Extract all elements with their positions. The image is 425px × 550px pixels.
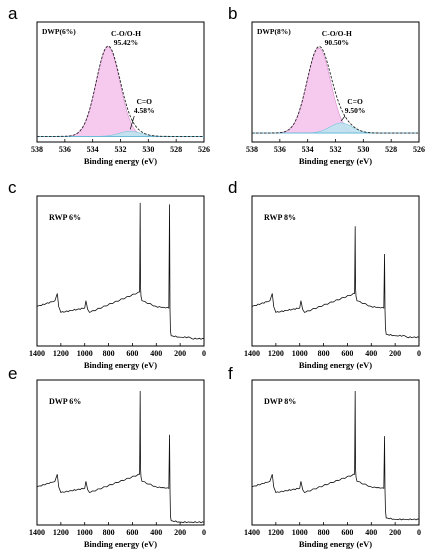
x-tick-label: 532: [115, 145, 127, 154]
x-tick-label: 600: [341, 528, 353, 537]
panel-letter-c: c: [8, 178, 17, 197]
x-tick-label: 0: [202, 528, 206, 537]
x-tick-label: 538: [246, 145, 258, 154]
x-axis-label: Binding energy (eV): [299, 360, 372, 370]
x-tick-label: 800: [318, 349, 330, 358]
x-tick-label: 200: [174, 349, 186, 358]
panel-letter-a: a: [8, 4, 18, 23]
peak-name-label: C-O/O-H: [322, 29, 352, 38]
x-tick-label: 534: [87, 145, 99, 154]
sample-label: RWP 6%: [49, 213, 81, 222]
x-axis-label: Binding energy (eV): [299, 539, 372, 549]
panel-letter-d: d: [228, 178, 238, 197]
x-tick-label: 528: [170, 145, 182, 154]
x-tick-label: 0: [417, 528, 421, 537]
annotation-leader-line: [340, 115, 346, 122]
x-tick-label: 1200: [268, 349, 284, 358]
x-tick-label: 1200: [268, 528, 284, 537]
x-tick-label: 600: [126, 528, 138, 537]
panel-letter-f: f: [228, 364, 233, 383]
survey-spectrum-line: [36, 202, 205, 340]
sample-label: DWP(6%): [42, 27, 76, 36]
x-axis-label: Binding energy (eV): [84, 360, 157, 370]
x-tick-label: 1400: [29, 349, 45, 358]
survey-spectrum-line: [251, 226, 420, 339]
sample-label: DWP(8%): [257, 27, 291, 36]
plot-frame: [36, 379, 205, 526]
sample-label: DWP 8%: [264, 397, 296, 406]
x-tick-label: 600: [126, 349, 138, 358]
x-tick-label: 200: [389, 349, 401, 358]
x-tick-label: 1000: [292, 349, 308, 358]
x-tick-label: 1400: [244, 349, 260, 358]
x-tick-label: 200: [174, 528, 186, 537]
x-tick-label: 532: [330, 145, 342, 154]
x-axis-label: Binding energy (eV): [84, 539, 157, 549]
peak-percent-label: 90.50%: [325, 38, 349, 47]
x-tick-label: 400: [150, 349, 162, 358]
x-tick-label: 1000: [292, 528, 308, 537]
x-tick-label: 0: [417, 349, 421, 358]
x-tick-label: 800: [103, 528, 115, 537]
x-tick-label: 1400: [29, 528, 45, 537]
x-tick-label: 800: [318, 528, 330, 537]
x-tick-label: 536: [59, 145, 71, 154]
plot-frame: [251, 195, 420, 347]
x-tick-label: 536: [274, 145, 286, 154]
x-axis-label: Binding energy (eV): [84, 156, 157, 166]
fitted-envelope-line: [252, 46, 419, 134]
survey-spectrum-line: [251, 391, 420, 521]
sample-label: RWP 8%: [264, 213, 296, 222]
x-tick-label: 530: [357, 145, 369, 154]
fitted-envelope-line: [37, 45, 204, 137]
annotation-leader-line: [129, 115, 135, 130]
peak-name-label: C=O: [347, 97, 363, 106]
sample-label: DWP 6%: [49, 397, 81, 406]
x-tick-label: 1200: [53, 528, 69, 537]
x-tick-label: 1000: [77, 528, 93, 537]
x-tick-label: 600: [341, 349, 353, 358]
x-tick-label: 1000: [77, 349, 93, 358]
x-tick-label: 400: [365, 528, 377, 537]
peak-name-label: C=O: [136, 97, 152, 106]
x-tick-label: 538: [31, 145, 43, 154]
panel-letter-e: e: [8, 364, 18, 383]
survey-spectrum-line: [36, 391, 205, 524]
x-tick-label: 1200: [53, 349, 69, 358]
panel-letter-b: b: [228, 4, 238, 23]
x-tick-label: 400: [150, 528, 162, 537]
peak-percent-label: 95.42%: [114, 38, 138, 47]
x-tick-label: 534: [302, 145, 314, 154]
x-tick-label: 200: [389, 528, 401, 537]
x-tick-label: 526: [413, 145, 425, 154]
plot-frame: [251, 379, 420, 526]
peak-percent-label: 4.58%: [134, 106, 155, 115]
x-tick-label: 528: [385, 145, 397, 154]
x-tick-label: 400: [365, 349, 377, 358]
x-tick-label: 1400: [244, 528, 260, 537]
x-axis-label: Binding energy (eV): [299, 156, 372, 166]
peak-percent-label: 9.50%: [345, 106, 366, 115]
plot-frame: [36, 195, 205, 347]
peak-name-label: C-O/O-H: [111, 29, 141, 38]
x-tick-label: 0: [202, 349, 206, 358]
x-tick-label: 530: [142, 145, 154, 154]
x-tick-label: 800: [103, 349, 115, 358]
x-tick-label: 526: [198, 145, 210, 154]
